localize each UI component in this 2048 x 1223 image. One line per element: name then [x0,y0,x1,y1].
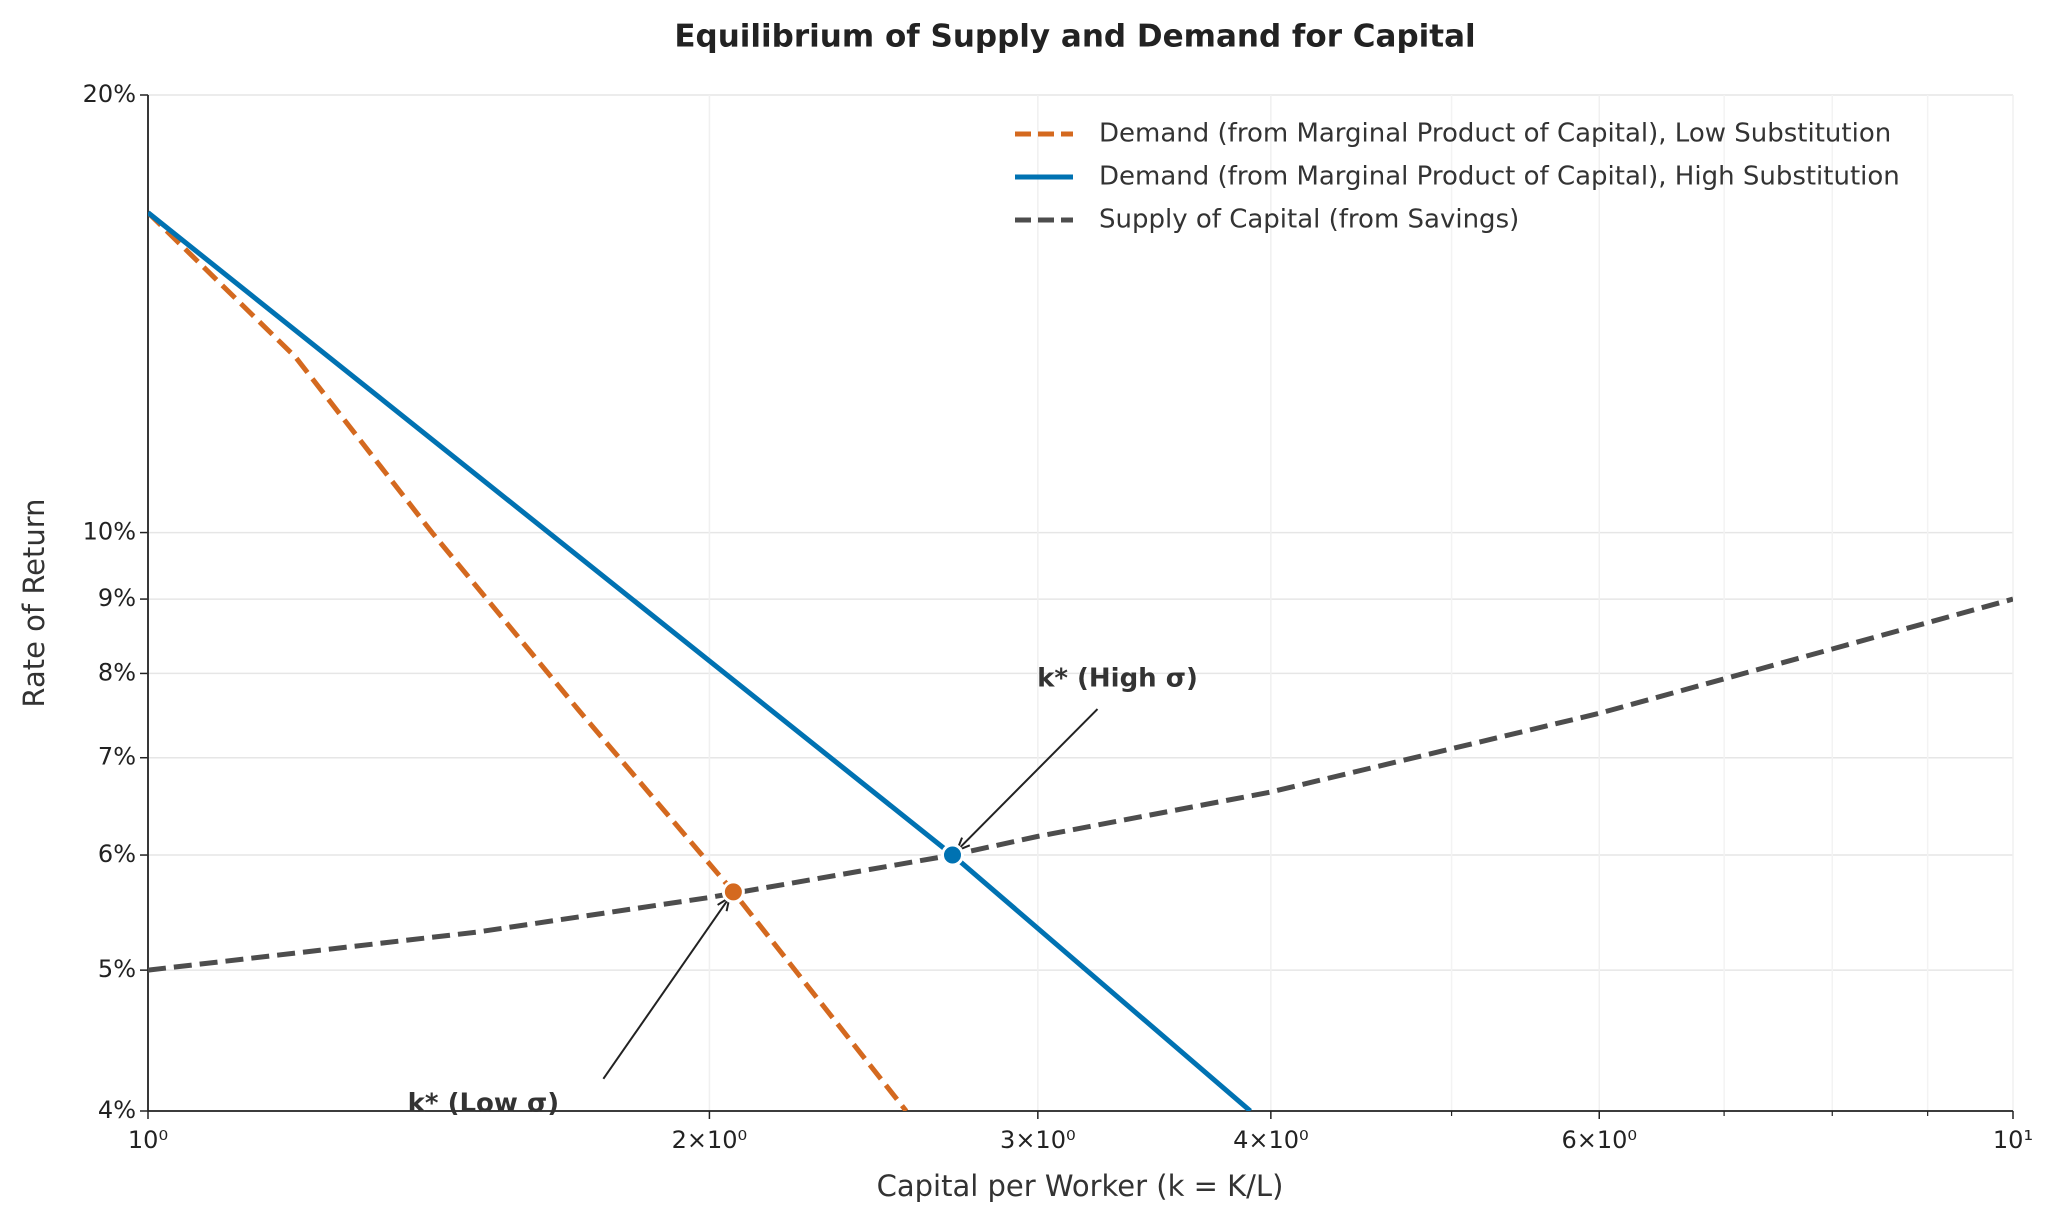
annotation-arrow [602,896,731,1080]
chart-title: Equilibrium of Supply and Demand for Cap… [674,19,1475,55]
annotation: k* (Low σ) [408,1088,559,1118]
legend-label: Demand (from Marginal Product of Capital… [1099,162,1900,192]
x-tick-label: 3×10⁰ [1000,1126,1076,1154]
legend-label: Supply of Capital (from Savings) [1099,205,1519,235]
y-tick-label: 4% [98,1096,136,1124]
equilibrium-point [940,843,964,867]
line [148,210,909,1111]
y-axis-label: Rate of Return [17,498,51,707]
x-tick-label: 10¹ [1993,1126,2033,1154]
y-tick-label: 9% [98,584,136,612]
equilibrium-point [721,880,745,904]
x-tick-label: 2×10⁰ [672,1126,748,1154]
line [148,210,1252,1111]
y-tick-label: 6% [98,840,136,868]
y-tick-label: 5% [98,955,136,983]
y-tick-label: 7% [98,743,136,771]
legend-label: Demand (from Marginal Product of Capital… [1099,119,1891,149]
x-axis-label: Capital per Worker (k = K/L) [877,1169,1284,1203]
annotation-arrow [956,708,1099,852]
annotation: k* (High σ) [1037,664,1198,694]
y-tick-label: 10% [83,518,136,546]
line [148,596,2013,973]
y-tick-label: 8% [98,658,136,686]
x-tick-label: 10⁰ [128,1126,168,1154]
x-tick-label: 6×10⁰ [1561,1126,1637,1154]
x-tick-label: 4×10⁰ [1233,1126,1309,1154]
y-tick-label: 20% [83,80,136,108]
